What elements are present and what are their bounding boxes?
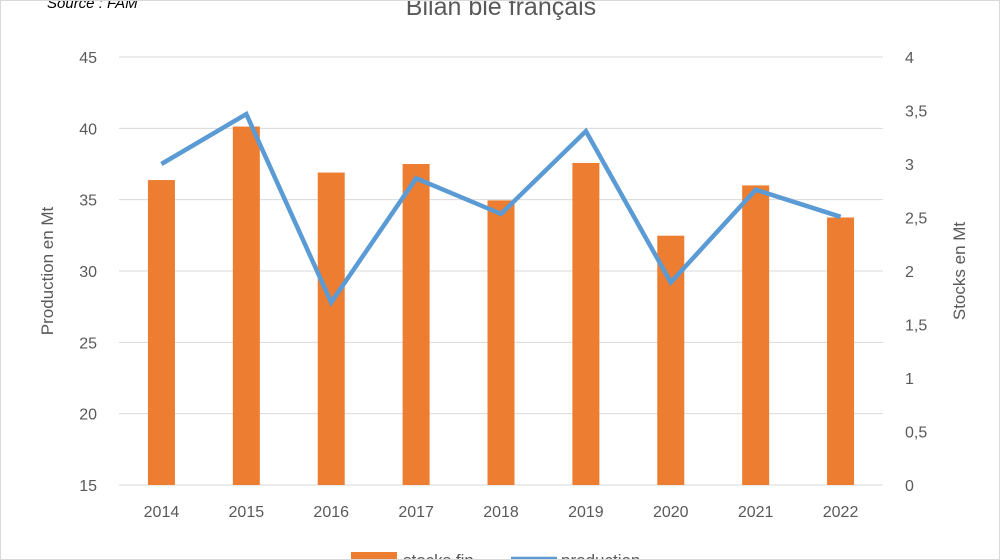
y2-tick-label: 4 [905, 50, 914, 67]
bar-stocks-fin [232, 126, 260, 486]
line-series [160, 110, 842, 307]
y-tick-label: 45 [79, 50, 97, 67]
y2-tick-label: 3,5 [905, 104, 927, 121]
y-tick-label: 40 [79, 121, 97, 138]
legend: stocks fin production [351, 551, 640, 560]
legend-swatch-stocks-fin [351, 552, 397, 559]
y2-tick-label: 3 [905, 157, 914, 174]
x-tick-label: 2018 [483, 504, 519, 521]
y-tick-label: 30 [79, 264, 97, 281]
x-tick-label: 2014 [144, 504, 180, 521]
legend-label-production: production [561, 551, 640, 560]
y-axis-label: Production en Mt [38, 206, 57, 335]
bar-stocks-fin [147, 180, 175, 486]
bar-stocks-fin [827, 217, 855, 485]
legend-label-stocks-fin: stocks fin [403, 551, 474, 560]
bar-stocks-fin [572, 162, 600, 485]
y2-tick-label: 1 [905, 371, 914, 388]
y2-axis-label: Stocks en Mt [950, 222, 969, 321]
bar-series [147, 126, 855, 486]
x-tick-label: 2015 [229, 504, 265, 521]
x-tick-label: 2022 [823, 504, 859, 521]
bar-stocks-fin [317, 172, 345, 485]
bar-stocks-fin [742, 185, 770, 485]
y-tick-label: 15 [79, 478, 97, 495]
y2-tick-label: 0 [905, 478, 914, 495]
bar-stocks-fin [657, 235, 685, 485]
bar-stocks-fin [402, 164, 430, 485]
y-tick-label: 25 [79, 335, 97, 352]
x-tick-label: 2019 [568, 504, 604, 521]
y2-tick-label: 2,5 [905, 211, 927, 228]
x-tick-label: 2017 [398, 504, 434, 521]
y2-tick-label: 2 [905, 264, 914, 281]
x-tick-label: 2016 [313, 504, 349, 521]
chart-title: Bilan blé français [405, 0, 597, 21]
bar-stocks-fin [487, 200, 515, 485]
x-tick-label: 2020 [653, 504, 689, 521]
y2-tick-label: 0,5 [905, 425, 927, 442]
y2-tick-label: 1,5 [905, 318, 927, 335]
y-tick-label: 35 [79, 193, 97, 210]
source-note: Source : FAM [47, 0, 138, 12]
y-tick-label: 20 [79, 407, 97, 424]
x-tick-label: 2021 [738, 504, 774, 521]
